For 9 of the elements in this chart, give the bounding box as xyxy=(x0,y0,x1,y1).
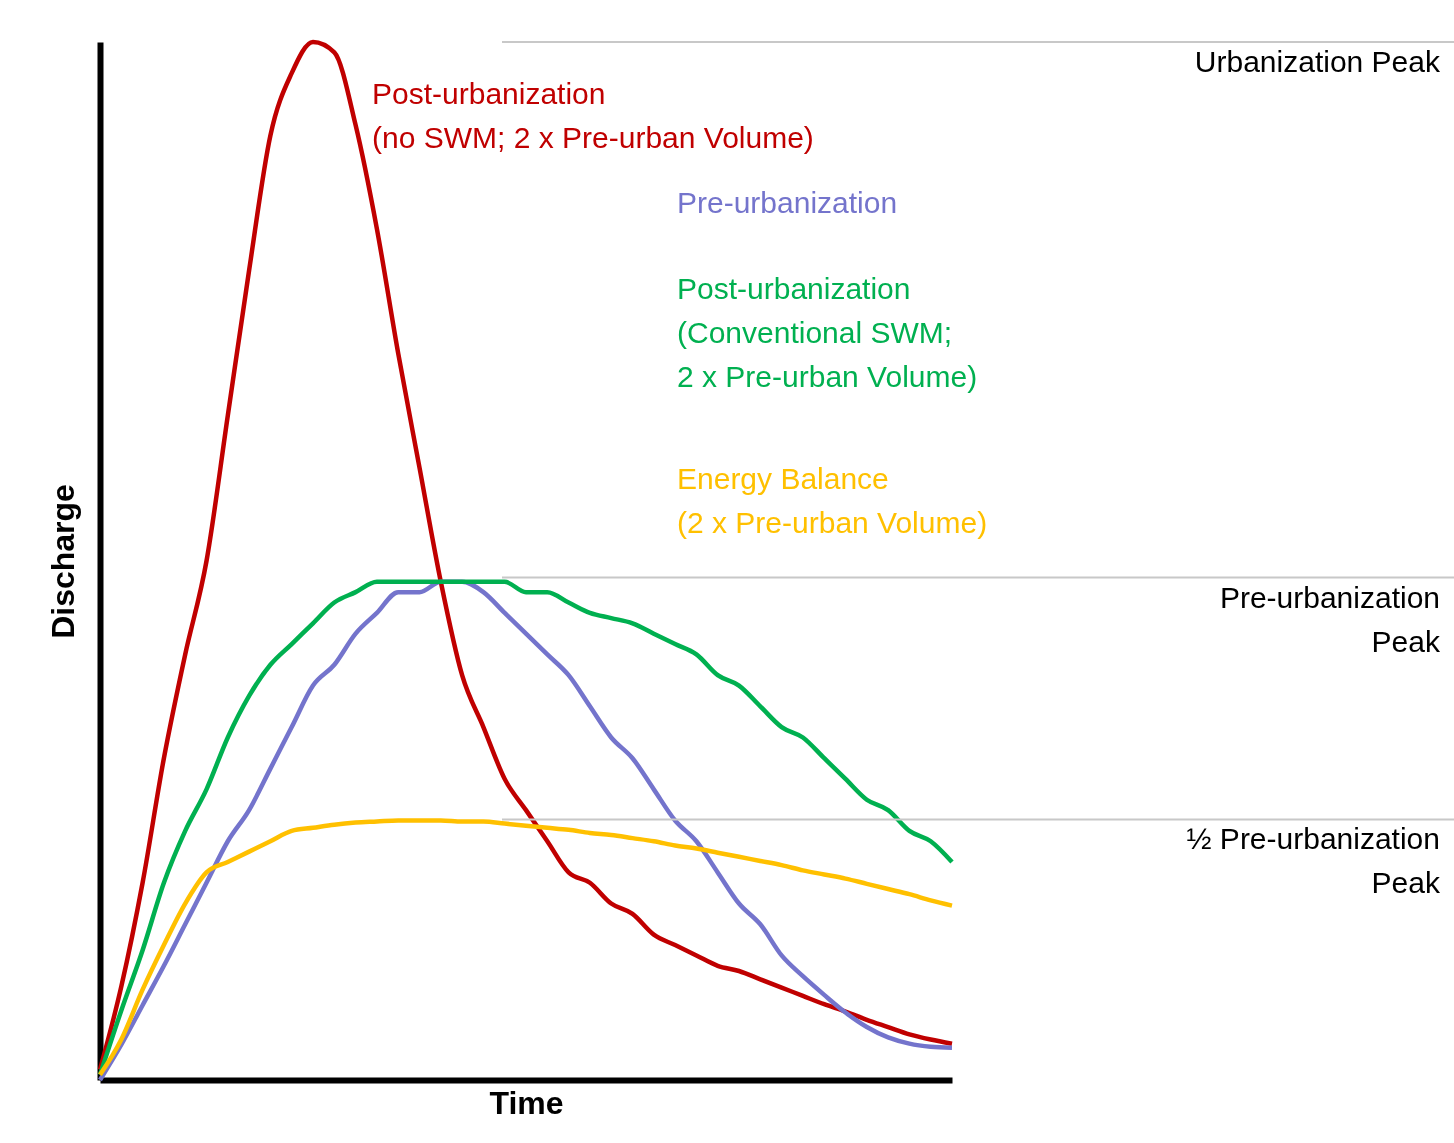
ref-line-label: Pre-urbanization Peak xyxy=(1219,580,1441,658)
ref-line-label: ½ Pre-urbanization Peak xyxy=(1186,822,1441,900)
series-label: Post-urbanization (no SWM; 2 x Pre-urban Volume) xyxy=(372,77,814,154)
y-axis-title: Discharge xyxy=(44,484,81,639)
text: Pre-urbanization xyxy=(677,186,898,219)
text: Post-urbanization (Conventional SWM; 2 x Pre-urban Volume) xyxy=(677,272,978,393)
x-axis-title: Time xyxy=(489,1084,564,1121)
ref-line-label: Urbanization Peak xyxy=(1194,45,1441,78)
text: Energy Balance (2 x Pre-urban Volume) xyxy=(677,462,988,539)
